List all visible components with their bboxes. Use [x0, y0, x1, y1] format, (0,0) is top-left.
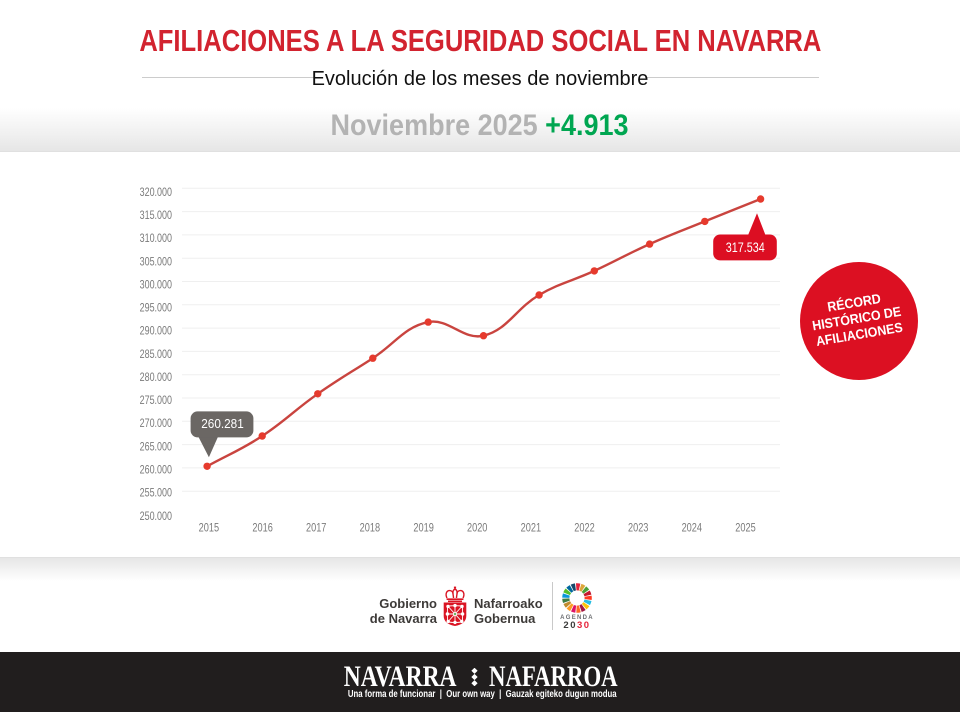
svg-text:290.000: 290.000 — [140, 326, 173, 338]
svg-text:2021: 2021 — [521, 523, 542, 535]
svg-text:275.000: 275.000 — [140, 395, 173, 407]
svg-text:255.000: 255.000 — [140, 488, 173, 500]
svg-text:2023: 2023 — [628, 523, 649, 535]
svg-text:265.000: 265.000 — [140, 441, 173, 453]
svg-text:270.000: 270.000 — [140, 418, 173, 430]
svg-text:280.000: 280.000 — [140, 372, 173, 384]
svg-text:2022: 2022 — [574, 523, 595, 535]
svg-text:2020: 2020 — [467, 523, 488, 535]
svg-text:310.000: 310.000 — [140, 233, 173, 245]
svg-text:320.000: 320.000 — [140, 187, 173, 199]
svg-text:295.000: 295.000 — [140, 303, 173, 315]
svg-text:250.000: 250.000 — [140, 511, 173, 523]
svg-text:2025: 2025 — [735, 523, 756, 535]
svg-text:300.000: 300.000 — [140, 279, 173, 291]
svg-text:2016: 2016 — [252, 523, 273, 535]
svg-text:260.281: 260.281 — [201, 417, 244, 431]
svg-text:2019: 2019 — [413, 523, 434, 535]
svg-text:2017: 2017 — [306, 523, 327, 535]
svg-text:317.534: 317.534 — [726, 240, 765, 255]
svg-text:2024: 2024 — [682, 523, 703, 535]
svg-text:285.000: 285.000 — [140, 349, 173, 361]
svg-text:2015: 2015 — [199, 523, 220, 535]
svg-text:2018: 2018 — [360, 523, 381, 535]
svg-text:260.000: 260.000 — [140, 465, 173, 477]
svg-text:315.000: 315.000 — [140, 210, 173, 222]
svg-text:305.000: 305.000 — [140, 256, 173, 268]
